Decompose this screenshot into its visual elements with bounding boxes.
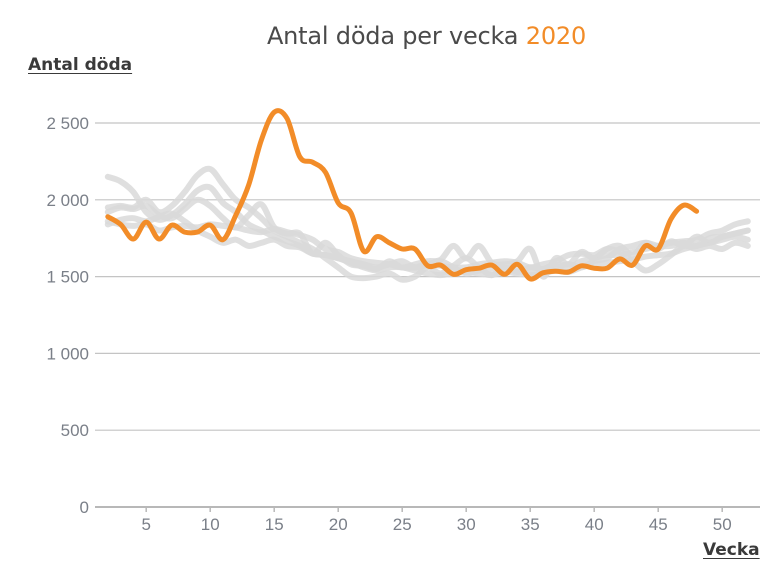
x-tick-label: 30 bbox=[457, 515, 476, 534]
y-tick-label: 0 bbox=[80, 498, 89, 517]
highlight-series-group bbox=[105, 108, 700, 282]
y-tick-label: 1 000 bbox=[46, 344, 89, 363]
background-series-line bbox=[104, 173, 751, 279]
x-tick-label: 10 bbox=[201, 515, 220, 534]
x-tick-label: 35 bbox=[521, 515, 540, 534]
x-tick-label: 5 bbox=[141, 515, 150, 534]
x-tick-label: 15 bbox=[265, 515, 284, 534]
chart-title: Antal döda per vecka 2020 bbox=[0, 22, 773, 50]
highlight-series-line-2020 bbox=[105, 108, 700, 282]
y-tick-label: 2 500 bbox=[46, 114, 89, 133]
x-tick-label: 20 bbox=[329, 515, 348, 534]
y-axis-label: Antal döda bbox=[28, 55, 133, 75]
y-tick-label: 2 000 bbox=[46, 191, 89, 210]
x-tick-label: 40 bbox=[585, 515, 604, 534]
x-tick-label: 45 bbox=[649, 515, 668, 534]
x-tick-label: 25 bbox=[393, 515, 412, 534]
x-axis-label: Vecka bbox=[703, 540, 760, 560]
y-axis-ticks: 0 500 1 000 1 500 2 000 2 500 bbox=[46, 114, 89, 517]
chart-title-text: Antal döda per vecka bbox=[266, 22, 519, 50]
x-tick-label: 50 bbox=[713, 515, 732, 534]
chart-title-highlight: 2020 bbox=[525, 22, 587, 50]
x-axis: 5 10 15 20 25 30 35 40 45 50 bbox=[141, 507, 732, 534]
y-tick-label: 500 bbox=[61, 421, 89, 440]
y-tick-label: 1 500 bbox=[46, 268, 89, 287]
